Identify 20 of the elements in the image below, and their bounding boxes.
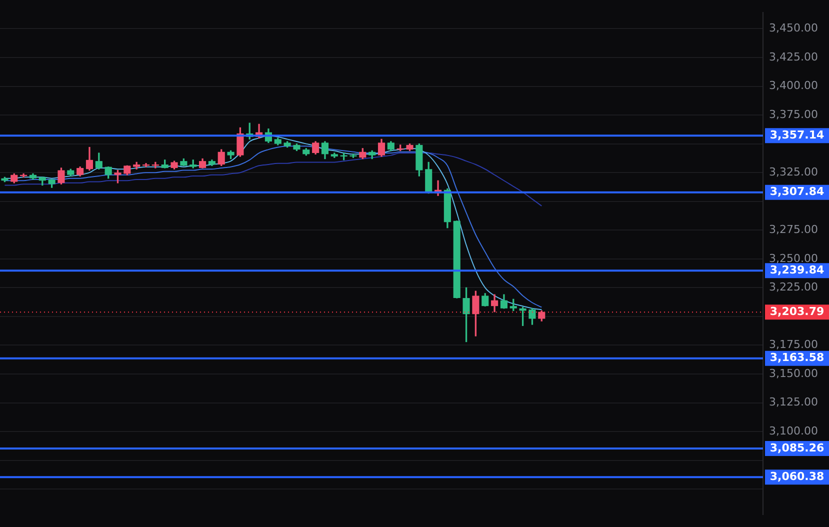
y-tick-label: 3,125.00 <box>769 396 818 409</box>
y-tick-label: 3,225.00 <box>769 280 818 294</box>
y-tick-label: 3,450.00 <box>769 22 818 35</box>
candlestick <box>114 170 122 184</box>
y-tick-label: 3,425.00 <box>769 50 818 64</box>
y-tick-label: 3,400.00 <box>769 79 818 92</box>
ref-line-label: 3,239.84 <box>770 263 824 276</box>
y-tick-label: 3,175.00 <box>769 338 818 352</box>
ref-line-label: 3,060.38 <box>770 470 824 483</box>
y-tick-label: 3,100.00 <box>769 424 818 438</box>
ref-line-label: 3,357.14 <box>770 128 824 142</box>
y-tick-label: 3,275.00 <box>769 222 818 236</box>
ref-line-label: 3,163.58 <box>770 351 824 364</box>
y-tick-label: 3,325.00 <box>769 165 818 178</box>
y-tick-label: 3,375.00 <box>769 108 818 121</box>
ref-line-label: 3,307.84 <box>770 185 824 198</box>
ref-line-label: 3,203.79 <box>770 304 824 318</box>
y-tick-label: 3,250.00 <box>769 252 818 265</box>
ref-line-label: 3,085.26 <box>770 441 824 454</box>
y-tick-label: 3,150.00 <box>769 366 818 380</box>
